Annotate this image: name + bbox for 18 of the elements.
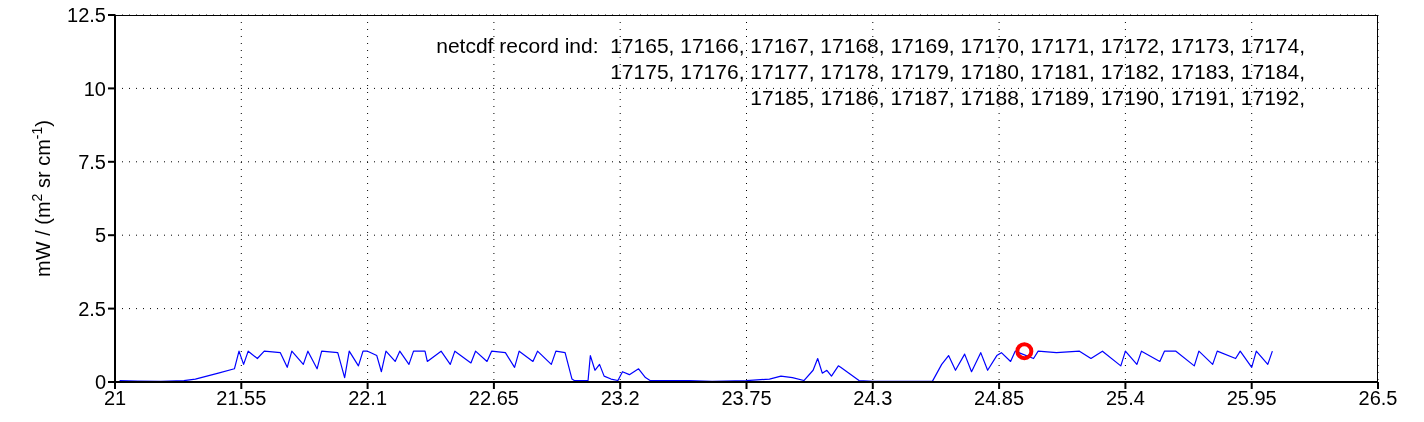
x-tick-label: 22.1 (348, 387, 388, 410)
x-tick-label: 22.65 (468, 387, 519, 410)
x-tick-label: 21 (103, 387, 127, 410)
annotation: netcdf record ind: 17165, 17166, 17167, 17168, 17169, 17170, 17171, 17172, 17173, 17174, 17175, 17176, 17177, 17178, 17179, 17180, 17181, 17182, 17183, 17184, 17185, 17186, 17187, 17188, 17189, 17190, 17191, 17192, (436, 33, 1305, 111)
y-tick-label: 12.5 (67, 4, 106, 27)
x-tick-label: 26.5 (1358, 387, 1398, 410)
x-tick-label: 24.3 (853, 387, 893, 410)
y-tick-label: 10 (83, 77, 106, 100)
y-tick-label: 2.5 (78, 297, 106, 320)
x-tick-label: 25.4 (1105, 387, 1145, 410)
y-tick-label: 0 (94, 371, 106, 394)
y-tick-label: 7.5 (78, 150, 106, 173)
y-tick-label: 5 (94, 224, 106, 247)
x-tick-label: 24.85 (974, 387, 1025, 410)
x-tick-label: 23.75 (721, 387, 772, 410)
x-tick-label: 21.55 (216, 387, 267, 410)
x-tick-label: 25.95 (1226, 387, 1277, 410)
x-tick-label: 23.2 (600, 387, 640, 410)
